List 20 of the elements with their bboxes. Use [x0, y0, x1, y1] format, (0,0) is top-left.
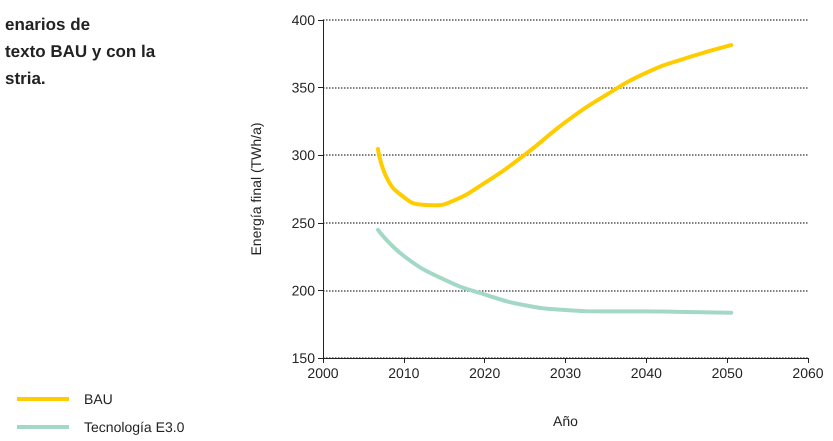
- x-tick-label: 2020: [469, 365, 500, 381]
- x-axis-title: Año: [553, 413, 578, 429]
- legend-label: BAU: [84, 391, 113, 407]
- x-tick-label: 2040: [630, 365, 662, 381]
- x-tick-label: 2030: [550, 365, 582, 381]
- y-tick-label: 250: [292, 214, 316, 231]
- y-axis-title: Energía final (TWh/a): [248, 122, 264, 256]
- legend-label: Tecnología E3.0: [84, 419, 185, 435]
- x-tick-label: 2060: [792, 365, 824, 381]
- y-tick-label: 150: [292, 350, 316, 366]
- x-tick-label: 2000: [307, 365, 339, 381]
- y-tick-label: 350: [292, 80, 316, 96]
- x-tick-label: 2050: [712, 365, 743, 381]
- text: enarios de texto BAU y con la stria.: [5, 15, 156, 88]
- line-series: [376, 228, 734, 315]
- y-tick-label: 200: [292, 282, 316, 298]
- y-tick-label: 300: [292, 147, 316, 164]
- line-series: [376, 43, 734, 208]
- y-tick-label: 400: [292, 12, 316, 28]
- x-tick-label: 2010: [388, 365, 420, 381]
